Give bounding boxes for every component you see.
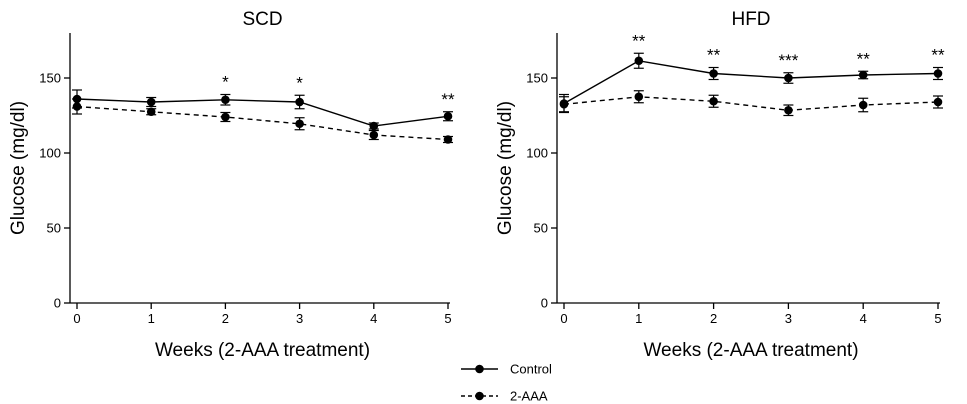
significance-marker: ** — [632, 31, 646, 50]
x-tick-label: 2 — [222, 311, 229, 326]
series-control — [72, 89, 453, 131]
data-point — [369, 121, 379, 131]
x-tick-label: 0 — [73, 311, 80, 326]
x-tick-label: 2 — [710, 311, 717, 326]
x-tick-label: 1 — [148, 311, 155, 326]
data-point — [221, 95, 230, 105]
legend: Control 2-AAA — [461, 362, 552, 404]
x-tick-label: 5 — [934, 311, 941, 326]
legend-label: 2-AAA — [510, 389, 548, 404]
data-point — [933, 97, 943, 107]
x-tick-label: 5 — [444, 311, 451, 326]
data-point — [709, 69, 718, 78]
y-tick-label: 50 — [534, 221, 548, 236]
series-2-aaa — [72, 98, 453, 144]
data-point — [933, 69, 943, 78]
chart-title: SCD — [242, 9, 282, 30]
series-line — [563, 96, 939, 112]
series-line — [76, 105, 449, 141]
x-tick-label: 3 — [785, 311, 792, 326]
significance-marker: *** — [778, 51, 798, 70]
data-point — [858, 70, 868, 80]
y-tick-label: 100 — [526, 146, 548, 161]
legend-marker — [475, 364, 484, 374]
data-point — [221, 112, 230, 122]
x-tick-label: 1 — [635, 311, 642, 326]
x-tick-label: 4 — [860, 311, 867, 326]
y-tick-label: 150 — [39, 71, 61, 86]
data-point — [634, 92, 644, 102]
series-2-aaa — [559, 90, 943, 117]
data-point — [443, 135, 453, 144]
data-point — [709, 96, 718, 106]
chart-title: HFD — [731, 9, 770, 30]
data-point — [784, 105, 793, 115]
chart-panel-hfd: HFD 0 50 100 150 0 1 2 3 4 5 Weeks (2-AAA treatment… — [495, 9, 945, 361]
x-axis-title: Weeks (2-AAA treatment) — [155, 340, 370, 361]
y-tick-label: 50 — [47, 221, 61, 236]
legend-label: Control — [510, 362, 552, 377]
series-control — [559, 52, 943, 114]
chart-panel-scd: SCD 0 50 100 150 0 1 2 3 4 5 Weeks (2-AAA treatment… — [8, 9, 455, 361]
data-point — [634, 56, 644, 66]
significance-marker: ** — [707, 46, 721, 65]
data-point — [369, 130, 379, 140]
significance-marker: ** — [931, 46, 945, 65]
significance-marker: * — [222, 73, 229, 92]
series-line — [76, 98, 449, 127]
y-tick-label: 0 — [541, 296, 548, 311]
data-point — [858, 100, 868, 110]
data-point — [784, 73, 793, 83]
significance-marker: ** — [441, 90, 455, 109]
y-tick-label: 0 — [54, 296, 61, 311]
y-tick-label: 150 — [526, 71, 548, 86]
x-tick-label: 4 — [370, 311, 377, 326]
data-point — [443, 111, 453, 121]
y-axis-title: Glucose (mg/dl) — [495, 101, 516, 235]
data-point — [295, 119, 304, 129]
legend-marker — [475, 391, 484, 401]
series-line — [563, 60, 939, 105]
data-point — [146, 107, 156, 117]
y-axis-title: Glucose (mg/dl) — [8, 101, 29, 235]
significance-marker: * — [296, 73, 303, 92]
significance-marker: ** — [857, 49, 871, 68]
data-point — [146, 97, 156, 107]
x-tick-label: 0 — [560, 311, 567, 326]
data-point — [559, 99, 569, 109]
data-point — [295, 97, 304, 107]
x-tick-label: 3 — [296, 311, 303, 326]
x-axis-title: Weeks (2-AAA treatment) — [643, 340, 858, 361]
y-tick-label: 100 — [39, 146, 61, 161]
data-point — [72, 102, 82, 111]
